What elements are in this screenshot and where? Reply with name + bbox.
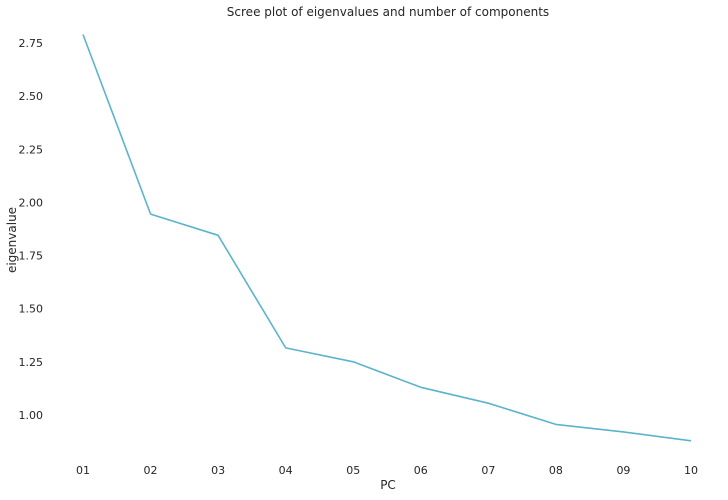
y-tick-label: 2.75 [19,37,44,50]
x-tick-label: 03 [211,464,225,477]
data-point [81,33,85,37]
y-axis-label: eigenvalue [5,207,19,273]
y-tick-label: 2.00 [19,196,44,209]
data-point [351,360,355,364]
data-point [149,212,153,216]
data-point [689,439,693,443]
data-point [486,401,490,405]
x-tick-label: 05 [346,464,360,477]
y-tick-label: 1.00 [19,409,44,422]
y-tick-label: 1.25 [19,356,44,369]
plot-area: 1.00 1.25 1.50 1.75 2.00 2.25 2.50 2.75 01 02 03 04… [19,33,698,477]
data-point [284,346,288,350]
y-tick-label: 1.50 [19,303,44,316]
y-tick-label: 2.25 [19,143,44,156]
x-tick-label: 04 [279,464,293,477]
data-point [216,233,220,237]
data-point [419,385,423,389]
x-axis-label: PC [380,478,396,492]
y-tick-label: 1.75 [19,250,44,263]
y-tick-label: 2.50 [19,90,44,103]
data-point [554,422,558,426]
x-tick-label: 02 [144,464,158,477]
x-tick-label: 06 [414,464,428,477]
series-line [82,34,692,442]
x-tick-label: 08 [549,464,563,477]
x-tick-label: 09 [616,464,630,477]
chart-title: Scree plot of eigenvalues and number of … [227,5,549,19]
x-tick-label: 01 [76,464,90,477]
x-tick-label: 10 [684,464,698,477]
data-point [621,430,625,434]
x-tick-label: 07 [481,464,495,477]
